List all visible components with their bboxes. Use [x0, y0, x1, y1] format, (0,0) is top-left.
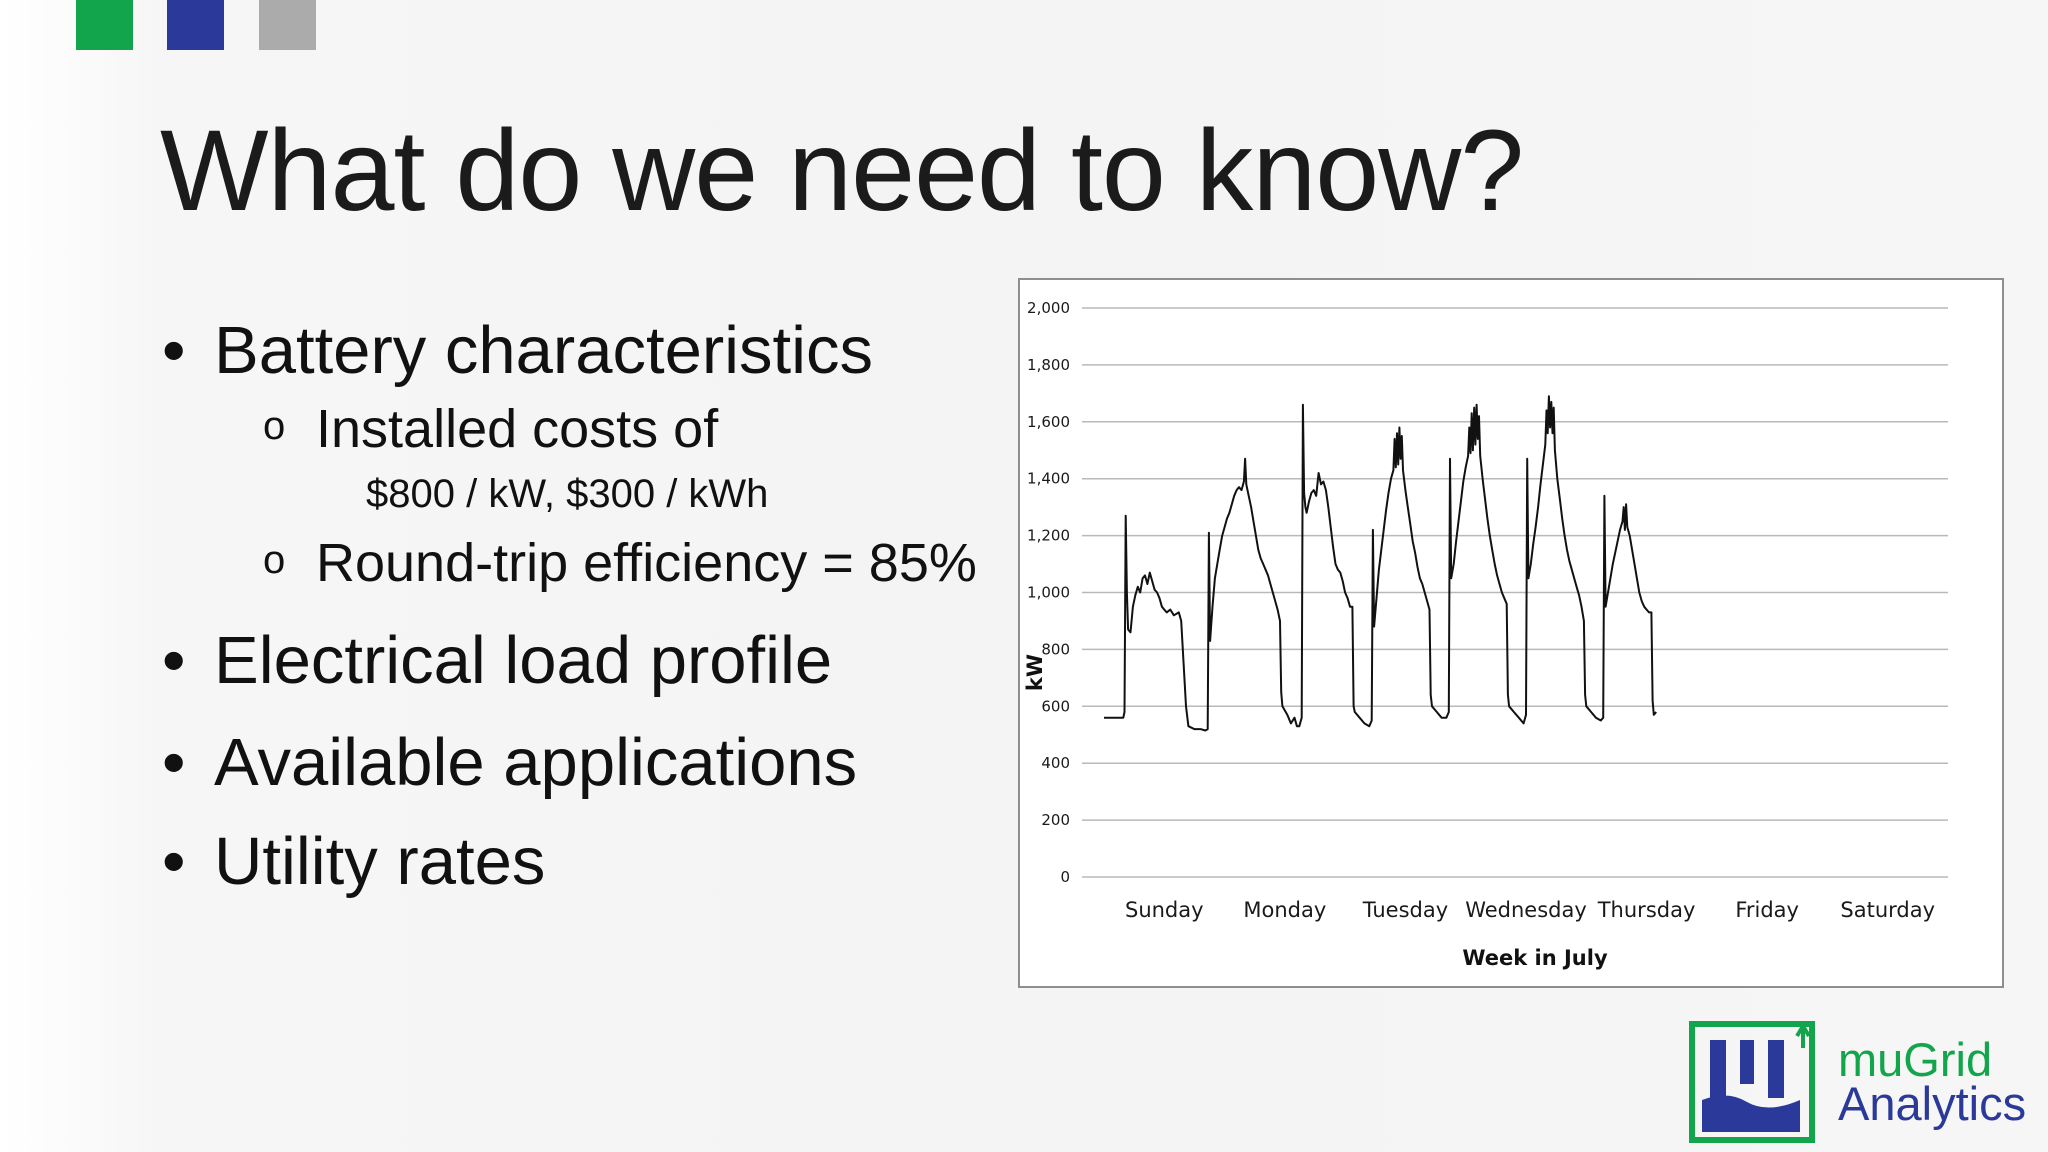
y-tick-label: 400	[1041, 754, 1070, 772]
chart-canvas: 0 200 400 600 800 1,000 1,200 1,400 1,600 1,800 2,…	[1023, 299, 1948, 970]
bullet-item: • Available applications	[162, 724, 858, 801]
sub-bullet-glyph: o	[263, 404, 286, 448]
bullet-item: • Utility rates	[162, 823, 546, 900]
bullet-text-battery: Battery characteristics	[214, 313, 874, 388]
y-tick-label: 800	[1041, 640, 1070, 658]
logo-bar-right	[1768, 1040, 1784, 1098]
y-tick-label: 1,000	[1027, 584, 1070, 602]
y-tick-label: 1,400	[1027, 470, 1070, 488]
logo-text-analytics: Analytics	[1838, 1077, 2027, 1130]
y-tick-label: 2,000	[1027, 299, 1070, 317]
x-category-label: Saturday	[1840, 898, 1935, 922]
logo-wave	[1702, 1095, 1800, 1132]
logo-bar-left	[1710, 1040, 1726, 1098]
x-category-label: Monday	[1243, 898, 1326, 922]
accent-square-blue	[167, 0, 224, 50]
y-tick-label: 600	[1041, 697, 1070, 715]
accent-square-green	[76, 0, 133, 50]
sub-bullet-glyph: o	[263, 538, 286, 582]
x-category-label: Sunday	[1125, 898, 1204, 922]
y-tick-label: 1,600	[1027, 413, 1070, 431]
mugrid-logo-icon	[1689, 1021, 1815, 1143]
x-category-label: Friday	[1735, 898, 1799, 922]
y-tick-label: 1,800	[1027, 356, 1070, 374]
logo-frame	[1689, 1021, 1815, 1143]
sub-bullet-item: o Installed costs of	[263, 398, 719, 460]
bullet-text-utility-rates: Utility rates	[214, 824, 546, 899]
sub-bullet-text-installed-costs: Installed costs of	[316, 399, 719, 459]
sub-bullet-text-cost-values: $800 / kW, $300 / kWh	[366, 472, 769, 516]
x-category-label: Thursday	[1597, 898, 1696, 922]
logo-bar-mid	[1740, 1040, 1754, 1084]
logo-text-mugrid: muGrid	[1838, 1033, 1993, 1086]
logo-up-arrow-icon	[1795, 1022, 1811, 1048]
bullet-text-applications: Available applications	[214, 725, 858, 800]
bullet-glyph: •	[162, 725, 186, 800]
sub-bullet-text-efficiency: Round-trip efficiency = 85%	[316, 533, 977, 593]
sub-bullet-item: o Round-trip efficiency = 85%	[263, 532, 977, 594]
x-category-labels: Sunday Monday Tuesday Wednesday Thursday Frid…	[1125, 898, 1935, 922]
x-category-label: Tuesday	[1362, 898, 1448, 922]
slide-title: What do we need to know?	[160, 107, 1524, 235]
load-profile-chart: 0 200 400 600 800 1,000 1,200 1,400 1,600 1,800 2,…	[1018, 278, 2004, 988]
series-layer	[1104, 395, 1657, 732]
sub-bullet-continuation: $800 / kW, $300 / kWh	[366, 472, 768, 517]
bullet-glyph: •	[162, 313, 186, 388]
accent-square-gray	[259, 0, 316, 50]
bullet-text-load-profile: Electrical load profile	[214, 623, 833, 698]
y-tick-label: 0	[1060, 868, 1070, 886]
bullet-item: • Battery characteristics	[162, 312, 874, 389]
x-category-label: Wednesday	[1465, 898, 1587, 922]
mugrid-logo: muGrid Analytics	[1688, 1020, 2048, 1150]
y-tick-label: 200	[1041, 811, 1070, 829]
x-axis-title: Week in July	[1462, 946, 1608, 970]
gridlines	[1082, 307, 1948, 878]
y-tick-label: 1,200	[1027, 527, 1070, 545]
y-tick-labels: 0 200 400 600 800 1,000 1,200 1,400 1,600 1,800 2,…	[1027, 299, 1070, 886]
bullet-glyph: •	[162, 623, 186, 698]
series-line	[1104, 395, 1657, 732]
y-axis-title: kW	[1023, 654, 1047, 691]
bullet-item: • Electrical load profile	[162, 622, 833, 699]
bullet-glyph: •	[162, 824, 186, 899]
